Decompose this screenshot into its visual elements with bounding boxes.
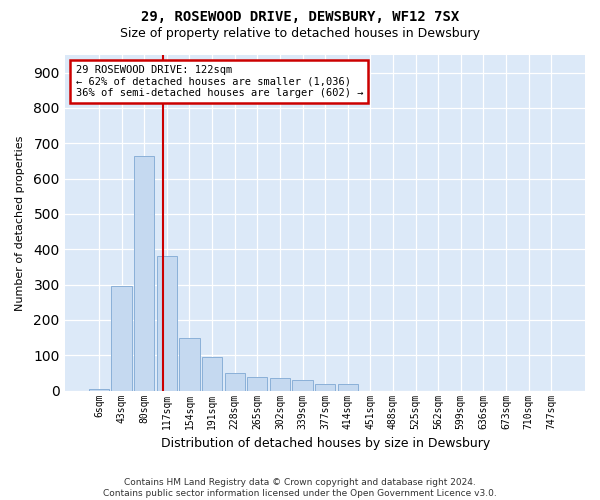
Bar: [89, 389, 109, 390]
Bar: [134, 156, 154, 390]
Bar: [112, 286, 132, 391]
Bar: [224, 373, 245, 390]
Y-axis label: Number of detached properties: Number of detached properties: [15, 135, 25, 310]
Bar: [315, 384, 335, 390]
Text: Size of property relative to detached houses in Dewsbury: Size of property relative to detached ho…: [120, 28, 480, 40]
Bar: [338, 384, 358, 390]
Bar: [179, 338, 200, 390]
Bar: [292, 380, 313, 390]
Text: 29, ROSEWOOD DRIVE, DEWSBURY, WF12 7SX: 29, ROSEWOOD DRIVE, DEWSBURY, WF12 7SX: [141, 10, 459, 24]
Text: Contains HM Land Registry data © Crown copyright and database right 2024.
Contai: Contains HM Land Registry data © Crown c…: [103, 478, 497, 498]
X-axis label: Distribution of detached houses by size in Dewsbury: Distribution of detached houses by size …: [161, 437, 490, 450]
Bar: [247, 376, 268, 390]
Bar: [270, 378, 290, 390]
Text: 29 ROSEWOOD DRIVE: 122sqm
← 62% of detached houses are smaller (1,036)
36% of se: 29 ROSEWOOD DRIVE: 122sqm ← 62% of detac…: [76, 65, 363, 98]
Bar: [157, 256, 177, 390]
Bar: [202, 357, 222, 390]
